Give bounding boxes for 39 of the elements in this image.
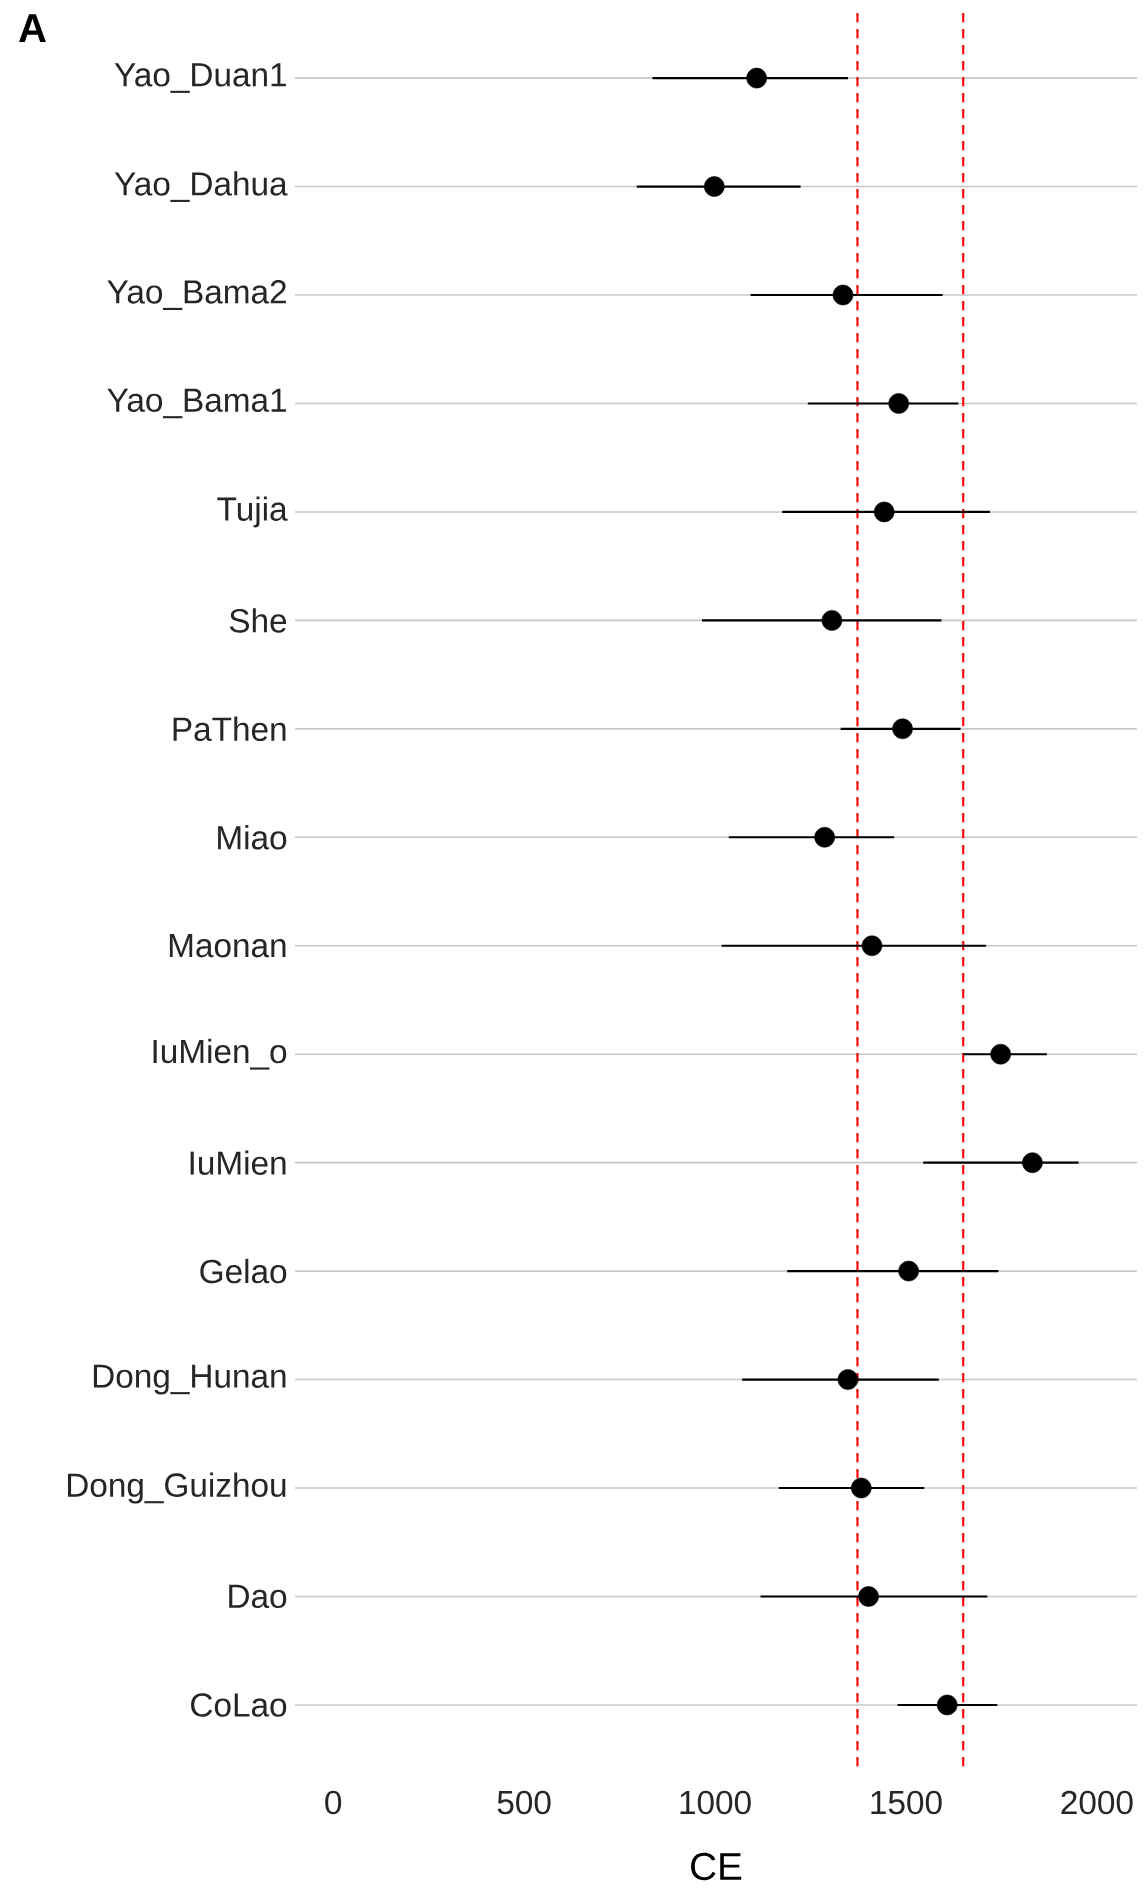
point [1022,1152,1043,1173]
y-tick-label: Yao_Bama2 [107,280,286,310]
y-tick-label: Dao [229,1584,287,1609]
x-tick-label: 2000 [1061,1790,1133,1815]
y-tick-label: Gelao [200,1258,287,1284]
point [814,827,835,848]
y-tick-label: Yao_Duan1 [114,63,286,93]
y-tick-label: Yao_Dahua [114,171,288,202]
point [873,501,895,523]
y-tick-label: IuMien [190,1150,286,1175]
point [936,1694,958,1716]
point [746,67,767,89]
text: A [19,14,46,42]
point [821,610,843,631]
y-tick-label: PaThen [173,716,286,742]
point [990,1043,1011,1065]
x-tick-label: 0 [325,1790,342,1815]
x-axis-title: CE [691,1852,742,1881]
y-tick-label: Tujia [217,496,288,528]
point [832,284,854,306]
point [851,1477,872,1499]
x-tick-label: 500 [497,1790,551,1815]
point [892,718,913,740]
point [861,935,883,957]
point [858,1586,879,1607]
y-tick-label: She [229,608,287,633]
y-tick-label: Dong_Hunan [93,1364,286,1395]
y-tick-label: IuMien_o [153,1038,287,1070]
x-tick-label: 1000 [680,1790,751,1815]
x-tick-label: 1500 [871,1790,942,1815]
point [704,176,725,197]
point [888,393,909,414]
y-tick-label: Dong_Guizhou [67,1472,286,1504]
y-tick-label: Yao_Bama1 [107,388,286,419]
y-tick-label: Miao [218,825,287,850]
point [837,1369,859,1390]
y-tick-label: CoLao [191,1693,287,1717]
y-tick-label: Maonan [169,934,286,958]
point [898,1260,919,1282]
